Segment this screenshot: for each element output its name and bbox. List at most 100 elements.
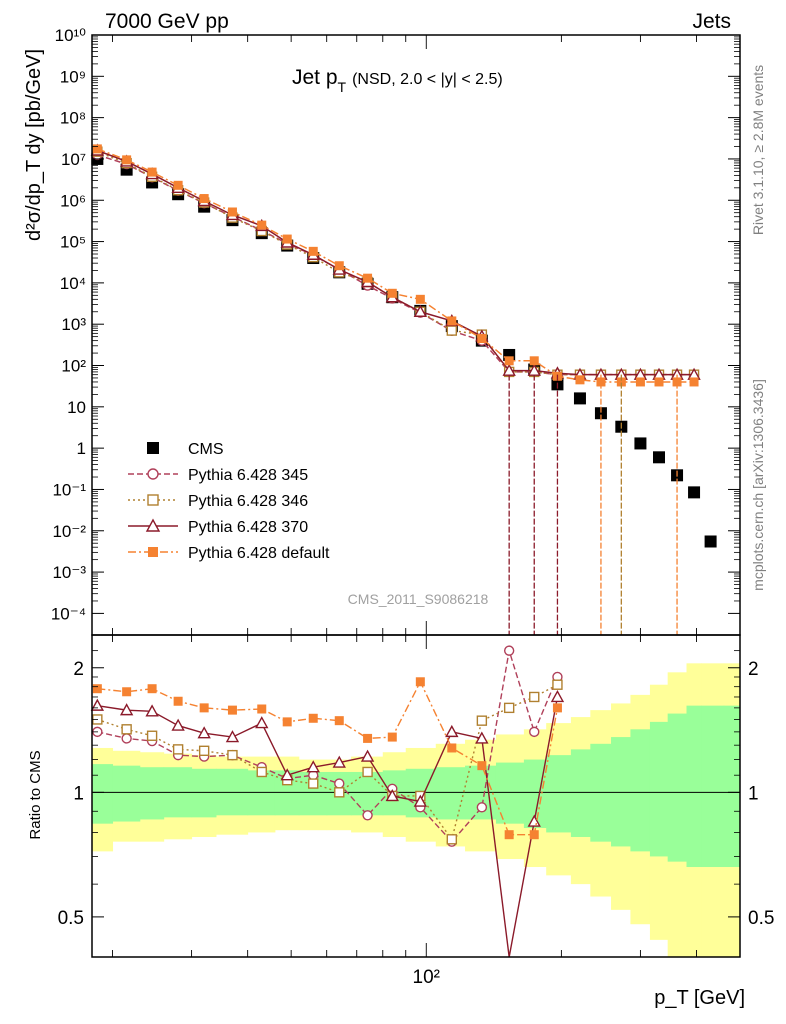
ratio-tick-label: 2: [73, 659, 84, 680]
main-point: [173, 180, 183, 190]
ratio-point: [529, 691, 540, 703]
main-point: [596, 377, 606, 387]
green-band-bin: [546, 755, 572, 833]
main-point: [594, 407, 607, 420]
main-point: [688, 486, 701, 499]
ratio-point: [334, 778, 345, 789]
ratio-point: [475, 731, 489, 744]
legend-label: Pythia 6.428 346: [188, 493, 308, 510]
ratio-point: [146, 730, 158, 741]
ratio-uncertainty-bands: [92, 663, 741, 957]
ratio-point: [504, 830, 514, 840]
process-label: Jets: [692, 10, 731, 33]
y-axis-title: d²σ/dp_T dy [pb/GeV]: [23, 49, 45, 241]
main-point: [363, 273, 373, 283]
plot-title-main: Jet p: [292, 66, 338, 89]
ratio-point: [171, 718, 185, 731]
ratio-point: [476, 802, 488, 813]
y-tick-label: 10⁹: [60, 67, 86, 86]
ratio-point: [119, 703, 134, 716]
y-tick-label: 10²: [61, 357, 86, 376]
main-point: [635, 377, 645, 387]
main-point: [387, 288, 397, 298]
ratio-point: [280, 768, 294, 781]
ratio-point: [552, 679, 563, 690]
green-band-bin: [667, 713, 688, 862]
main-series-3: [90, 143, 701, 380]
plot-title-sub: T: [338, 79, 347, 95]
ratio-point: [476, 715, 488, 726]
ratio-series-line: [97, 680, 559, 836]
main-point: [672, 377, 682, 387]
main-point: [704, 535, 717, 548]
legend-marker: [147, 494, 159, 506]
ratio-point: [145, 704, 159, 717]
ratio-point: [503, 702, 515, 714]
ratio-point: [255, 716, 269, 729]
ratio-point: [199, 703, 209, 713]
main-series-0: [91, 152, 717, 548]
ratio-point: [360, 749, 375, 762]
green-band-bin: [139, 767, 165, 820]
main-series-4: [92, 144, 699, 387]
rivet-version-label: Rivet 3.1.10, ≥ 2.8M events: [750, 65, 766, 235]
ratio-point: [172, 744, 184, 755]
ratio-point: [92, 684, 102, 694]
main-point: [447, 316, 457, 326]
ratio-point: [122, 687, 132, 697]
ratio-point: [529, 726, 540, 738]
main-point: [147, 167, 157, 177]
ratio-tick-label: 2: [748, 659, 759, 680]
ratio-point: [387, 732, 397, 742]
green-band-bin: [570, 749, 591, 837]
ratio-point: [121, 724, 132, 735]
legend: CMS Pythia 6.428 345 Pythia 6.428 346 Pythi…: [128, 441, 330, 562]
ratio-point: [550, 690, 565, 703]
green-band-bin: [495, 762, 525, 824]
green-band-bin: [723, 705, 741, 868]
mcplots-label: mcplots.cern.ch [arXiv:1306.3436]: [750, 379, 766, 591]
y-tick-label: 1: [77, 439, 86, 458]
legend-label: CMS: [188, 441, 224, 458]
analysis-id: CMS_2011_S9086218: [348, 591, 489, 607]
y-tick-label: 10: [67, 398, 86, 417]
ratio-point: [257, 704, 267, 714]
main-point: [282, 234, 292, 244]
ratio-point: [147, 684, 157, 694]
beam-label: 7000 GeV pp: [105, 10, 229, 33]
y-tick-label: 10³: [61, 315, 86, 334]
green-band-bin: [112, 765, 141, 822]
y-tick-label: 10⁶: [60, 191, 86, 210]
ratio-tick-label: 1: [748, 783, 759, 804]
ratio-point: [385, 789, 399, 802]
plot-title-detail: (NSD, 2.0 < |y| < 2.5): [352, 71, 503, 88]
ratio-series-1: [92, 679, 563, 845]
legend-marker: [145, 518, 161, 532]
main-panel-marks: [90, 143, 717, 635]
y-tick-label: 10⁻³: [52, 563, 86, 582]
y-tick-label: 10⁵: [60, 233, 86, 252]
green-band-bin: [523, 759, 547, 828]
main-point: [257, 220, 267, 230]
main-point: [92, 144, 102, 154]
ratio-point: [334, 716, 344, 726]
main-point: [227, 207, 237, 217]
ratio-tick-label: 0.5: [748, 908, 774, 929]
ratio-point: [447, 743, 457, 753]
green-band-bin: [649, 721, 669, 857]
main-point: [122, 155, 132, 165]
main-point: [634, 437, 647, 450]
ratio-point: [413, 794, 428, 807]
green-band-bin: [611, 737, 631, 847]
ratio-point: [477, 761, 487, 771]
main-point: [446, 325, 458, 336]
green-band-bin: [247, 770, 276, 816]
main-point: [575, 375, 585, 385]
x-tick-label: 10²: [413, 967, 440, 988]
green-band-bin: [351, 771, 384, 816]
ratio-series-line: [97, 650, 559, 843]
ratio-point: [282, 717, 292, 727]
ratio-point: [529, 830, 539, 840]
ratio-point: [256, 766, 267, 778]
main-series-line: [97, 150, 695, 376]
